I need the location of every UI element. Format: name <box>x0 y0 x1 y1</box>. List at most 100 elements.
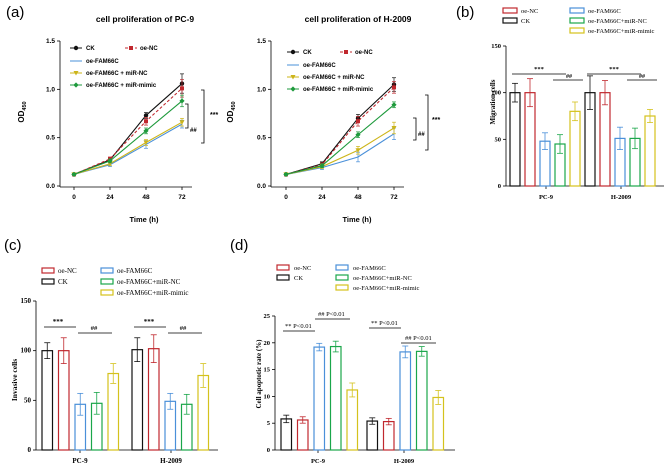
chart-a1-ytick-label: 1.5 <box>46 38 55 45</box>
chart-a1-legend-mir-nc: oe-FAM66C + miR-NC <box>86 71 148 77</box>
chart-a2-legend-mir-mimic: oe-FAM66C + miR-mimic <box>303 87 374 93</box>
chart-c-bar <box>41 350 54 451</box>
chart-d-bar <box>415 350 428 451</box>
chart-c-legend-swatch <box>41 278 55 285</box>
chart-a2-sig-star: *** <box>432 117 440 124</box>
chart-a1-legend-oe-fam66c: oe-FAM66C <box>86 59 119 65</box>
chart-a1-point <box>71 171 77 177</box>
chart-a2-series-line <box>285 127 395 175</box>
chart-a2-ytick-label: 1.0 <box>257 86 266 93</box>
chart-d-category-label: PC-9 <box>311 458 326 465</box>
chart-a1-point <box>179 120 185 125</box>
chart-c-category-label: H-2009 <box>160 457 182 465</box>
chart-d-ytick-label: 25 <box>264 313 271 320</box>
chart-c-sig-h2009-star: *** <box>144 318 155 326</box>
chart-d-ytick-label: 5 <box>267 420 271 427</box>
chart-d-legend-oe-nc: oe-NC <box>294 265 311 272</box>
chart-c-legend-oe-fam66c: oe-FAM66C <box>117 267 153 275</box>
chart-a1-legend-oe-nc: oe-NC <box>140 46 158 52</box>
chart-a1-legend-ck: CK <box>86 46 95 52</box>
chart-b-ytick-label: 50 <box>495 136 502 143</box>
chart-a2-xlabel: Time (h) <box>342 215 372 224</box>
chart-d-ytick-label: 20 <box>264 340 271 347</box>
chart-a1-sig-bracket <box>201 89 205 144</box>
chart-a2-point <box>356 119 360 124</box>
chart-b-legend-mir-nc: oe-FAM66C+miR-NC <box>588 18 647 25</box>
chart-a2-point <box>355 132 361 138</box>
panel-label-c: (c) <box>4 237 22 254</box>
chart-a2-series-line <box>285 84 395 175</box>
chart-a1-series-line <box>73 121 183 175</box>
chart-c-legend-oe-nc: oe-NC <box>58 267 77 275</box>
chart-a2-sig-bracket <box>425 94 429 151</box>
chart-a2-point <box>391 126 397 131</box>
chart-d-bar <box>366 420 379 451</box>
chart-d-legend-ck: CK <box>294 275 303 282</box>
chart-a2-legend-ck: CK <box>303 50 312 56</box>
chart-d-bar <box>296 419 309 451</box>
chart-a1-point <box>180 86 184 91</box>
chart-c-bar <box>107 372 120 451</box>
chart-d-bar <box>313 346 326 451</box>
chart-b-bar <box>509 92 521 187</box>
chart-b-legend-swatch <box>502 17 518 24</box>
chart-d-ylabel: Cell apoptotic rate (%) <box>255 339 263 409</box>
chart-a2-ytick-label: 1.5 <box>257 38 266 45</box>
chart-a1-point <box>179 98 185 104</box>
chart-a2-legend-swatch-marker <box>290 75 296 80</box>
chart-c-legend-mir-nc: oe-FAM66C+miR-NC <box>117 278 181 286</box>
chart-a1-ylabel: OD450 <box>17 101 28 122</box>
chart-a2-sig-hash: ## <box>418 132 425 138</box>
chart-a2-xtick-label: 24 <box>318 194 326 201</box>
chart-d-bar <box>382 420 395 451</box>
chart-d-legend-mir-mimic: oe-FAM66C+miR-mimic <box>353 285 419 292</box>
chart-a1-sig-hash: ## <box>190 128 197 134</box>
chart-a2-ytick-label: 0.0 <box>257 183 266 190</box>
chart-c-ytick-label: 150 <box>21 297 32 305</box>
chart-b-sig-pc9-hash: ## <box>566 74 572 80</box>
chart-d-legend-oe-fam66c: oe-FAM66C <box>353 265 386 272</box>
chart-a1-xtick-label: 24 <box>106 194 114 201</box>
chart-c-sig-pc9-hash: ## <box>91 325 98 332</box>
chart-a2-legend-swatch-marker <box>344 50 348 54</box>
chart-a2-legend-swatch-marker <box>290 49 296 55</box>
chart-a1-series-line <box>73 83 183 175</box>
chart-a2-point <box>355 148 361 153</box>
chart-d-bar <box>399 351 412 451</box>
chart-a2-legend-mir-nc: oe-FAM66C + miR-NC <box>303 75 365 81</box>
chart-a1-legend-swatch-marker <box>73 71 79 76</box>
chart-b-sig-pc9-star: *** <box>534 66 544 73</box>
chart-d-ytick-label: 10 <box>264 393 271 400</box>
chart-c-sig-pc9-star: *** <box>53 318 64 326</box>
chart-a1-point <box>143 128 149 134</box>
chart-d-bar <box>329 345 342 451</box>
chart-c-ytick-label: 100 <box>21 347 32 355</box>
chart-a1-ytick-label: 1.0 <box>46 86 55 93</box>
chart-a2-legend-swatch-marker <box>290 86 296 92</box>
chart-a1-sig-star: *** <box>210 112 218 119</box>
chart-a1-ytick-label: 0.5 <box>46 135 55 142</box>
chart-a2-point <box>283 171 289 177</box>
chart-d-legend-swatch <box>335 284 349 291</box>
chart-c-legend-swatch <box>100 278 114 285</box>
chart-d-category-label: H-2009 <box>394 458 415 465</box>
chart-a2-xtick-label: 72 <box>390 194 398 201</box>
chart-d-legend-mir-nc: oe-FAM66C+miR-NC <box>353 275 412 282</box>
chart-a1-title: cell proliferation of PC-9 <box>96 14 195 24</box>
chart-b-legend-swatch <box>569 27 585 34</box>
chart-b-ytick-label: 100 <box>491 90 501 97</box>
chart-c-sig-h2009-hash: ## <box>180 325 187 332</box>
chart-d-ytick-label: 15 <box>264 367 271 374</box>
chart-c-ylabel: Invasive cells <box>10 359 19 401</box>
chart-b-sig-h2009-hash: ## <box>639 74 645 80</box>
chart-a1-point <box>107 158 113 164</box>
chart-a2-point <box>392 85 396 90</box>
chart-d-bar <box>432 396 445 451</box>
chart-b-ytick-label: 150 <box>491 43 501 50</box>
chart-a2-point <box>319 163 325 169</box>
chart-b-sig-h2009-star: *** <box>609 66 619 73</box>
chart-b-legend-swatch <box>569 17 585 24</box>
chart-a1-series-line <box>73 87 183 175</box>
chart-c-bar <box>131 349 144 451</box>
